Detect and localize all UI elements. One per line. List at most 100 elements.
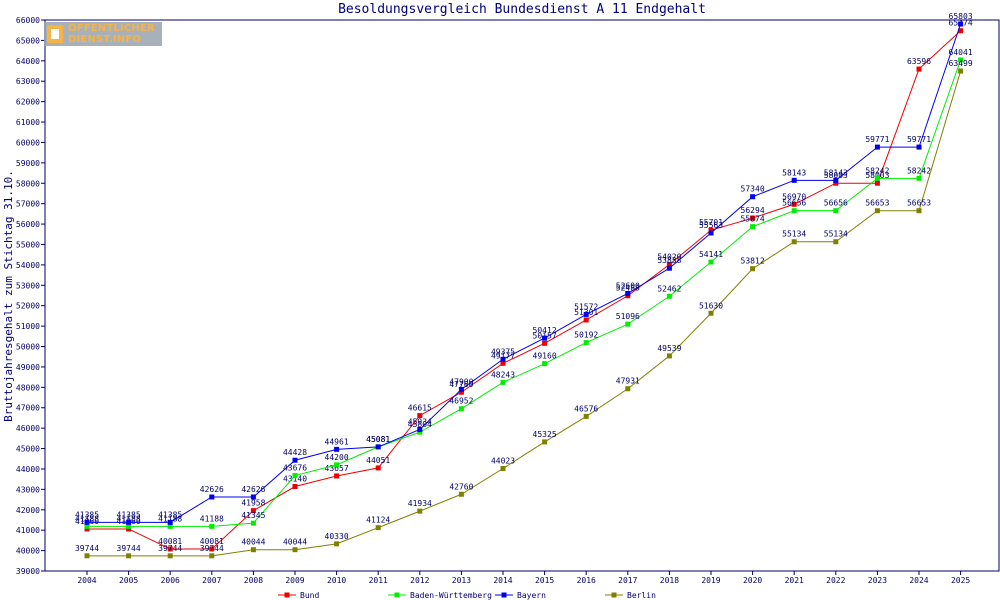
data-label: 53838 <box>657 256 681 265</box>
data-label: 40081 <box>158 537 182 546</box>
data-label: 45804 <box>408 420 432 429</box>
series-line <box>87 23 962 523</box>
y-tick-label: 39000 <box>16 567 40 576</box>
data-point <box>167 523 173 529</box>
data-label: 41385 <box>158 510 182 519</box>
y-tick-label: 59000 <box>16 159 40 168</box>
data-label: 51096 <box>616 312 640 321</box>
data-label: 45081 <box>366 435 390 444</box>
data-label: 56294 <box>741 206 765 215</box>
legend-label: Bayern <box>517 591 546 600</box>
y-tick-label: 58000 <box>16 179 40 188</box>
series-line <box>87 30 961 550</box>
logo: ÖFFENTLICHER DIENST.INFO <box>44 22 162 46</box>
data-point <box>750 194 756 200</box>
y-tick-label: 56000 <box>16 220 40 229</box>
data-label: 42626 <box>241 485 265 494</box>
y-axis-ticks: 39000 40000 41000 42000 43000 44000 45000 46000… <box>16 16 45 576</box>
data-point <box>708 259 714 265</box>
data-point <box>458 491 464 497</box>
data-point <box>167 546 173 552</box>
data-label: 56970 <box>782 192 806 201</box>
legend: Bund Baden-Württemberg Bayern Berlin <box>278 591 656 600</box>
data-label: 51630 <box>699 301 723 310</box>
y-tick-label: 48000 <box>16 383 40 392</box>
y-tick-label: 46000 <box>16 424 40 433</box>
data-point <box>916 144 922 150</box>
data-point <box>458 389 464 395</box>
x-tick-label: 2018 <box>660 576 679 585</box>
y-tick-label: 60000 <box>16 138 40 147</box>
data-point <box>791 208 797 214</box>
data-point <box>250 520 256 526</box>
data-label: 43657 <box>325 464 349 473</box>
x-tick-label: 2015 <box>535 576 554 585</box>
x-tick-label: 2012 <box>410 576 429 585</box>
data-label: 46576 <box>574 404 598 413</box>
data-label: 41188 <box>200 514 224 523</box>
y-tick-label: 44000 <box>16 465 40 474</box>
x-axis-ticks: 2004 2005 2006 2007 2008 2009 2010 2011 2012 2013… <box>77 571 970 585</box>
x-tick-label: 2019 <box>701 576 720 585</box>
x-tick-label: 2016 <box>577 576 596 585</box>
x-tick-label: 2009 <box>285 576 304 585</box>
data-point <box>417 413 423 419</box>
y-tick-label: 53000 <box>16 281 40 290</box>
data-point <box>958 21 964 27</box>
data-point <box>209 523 215 529</box>
data-label: 55563 <box>699 221 723 230</box>
data-point <box>542 340 548 346</box>
data-point <box>874 175 880 181</box>
x-tick-label: 2025 <box>951 576 970 585</box>
data-point <box>666 261 672 267</box>
legend-label: Baden-Württemberg <box>410 591 492 600</box>
data-label: 40330 <box>325 532 349 541</box>
data-point <box>708 227 714 233</box>
data-label: 47900 <box>449 377 473 386</box>
data-label: 44961 <box>325 437 349 446</box>
data-point <box>500 465 506 471</box>
data-label: 45081 <box>366 435 390 444</box>
data-label: 41345 <box>241 511 265 520</box>
data-label: 52462 <box>657 284 681 293</box>
data-label: 41934 <box>408 499 432 508</box>
data-point <box>209 494 215 500</box>
data-point <box>375 525 381 531</box>
y-tick-label: 65000 <box>16 36 40 45</box>
series-1: 41188 41188 41188 41188 41345 43676 44200 45081… <box>75 48 973 529</box>
data-point <box>126 519 132 525</box>
x-tick-label: 2014 <box>493 576 512 585</box>
data-point <box>542 335 548 341</box>
data-point <box>375 465 381 471</box>
data-point <box>500 360 506 366</box>
x-tick-label: 2010 <box>327 576 346 585</box>
data-label: 55874 <box>741 215 765 224</box>
y-tick-label: 45000 <box>16 445 40 454</box>
data-label: 65803 <box>949 12 973 21</box>
data-label: 55134 <box>782 230 806 239</box>
chart-title: Besoldungsvergleich Bundesdienst A 11 En… <box>338 2 706 17</box>
data-label: 44051 <box>366 456 390 465</box>
x-tick-label: 2008 <box>244 576 263 585</box>
data-point <box>84 523 90 529</box>
data-label: 46615 <box>408 404 432 413</box>
data-point <box>334 446 340 452</box>
data-label: 56653 <box>865 199 889 208</box>
y-tick-label: 64000 <box>16 57 40 66</box>
data-label: 45934 <box>408 417 432 426</box>
data-label: 58003 <box>824 171 848 180</box>
data-label: 54020 <box>657 252 681 261</box>
x-tick-label: 2006 <box>161 576 180 585</box>
y-tick-label: 54000 <box>16 261 40 270</box>
data-point <box>666 265 672 271</box>
data-point <box>334 473 340 479</box>
series-2: 41385 41385 41385 42626 42626 44428 44961 45081… <box>75 12 973 525</box>
data-point <box>750 224 756 230</box>
data-label: 58242 <box>907 166 931 175</box>
data-label: 52600 <box>616 281 640 290</box>
series-line <box>87 59 962 527</box>
data-point <box>292 473 298 479</box>
data-point <box>625 386 631 392</box>
data-label: 49539 <box>657 344 681 353</box>
